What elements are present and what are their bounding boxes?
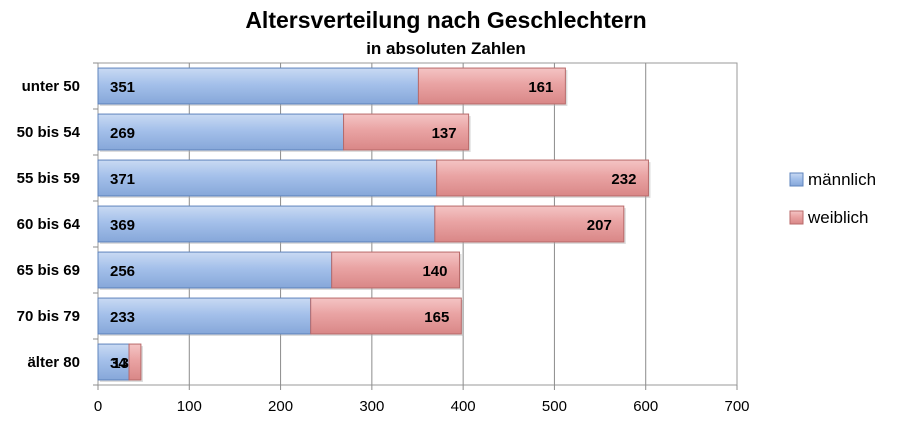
data-label: 34	[110, 355, 127, 372]
category-label: unter 50	[22, 78, 80, 95]
bar-weiblich	[343, 113, 470, 151]
data-label: 165	[424, 309, 449, 326]
bar-maennlich	[97, 159, 438, 197]
x-tick-label: 300	[359, 398, 384, 415]
bar-weiblich	[331, 251, 460, 289]
data-label: 207	[587, 217, 612, 234]
bar-weiblich	[436, 159, 649, 197]
data-label: 371	[110, 171, 135, 188]
category-label: älter 80	[27, 354, 80, 371]
data-label: 256	[110, 263, 135, 280]
bar-maennlich	[97, 251, 333, 289]
x-tick-label: 100	[177, 398, 202, 415]
data-label: 233	[110, 309, 135, 326]
bar-weiblich	[128, 343, 142, 381]
bar-maennlich	[97, 343, 130, 381]
bar-maennlich	[97, 297, 312, 335]
category-label: 70 bis 79	[17, 308, 80, 325]
chart-title: Altersverteilung nach Geschlechtern	[245, 7, 646, 33]
chart-subtitle: in absoluten Zahlen	[366, 39, 526, 58]
data-label: 161	[528, 79, 553, 96]
bar-maennlich	[97, 205, 436, 243]
x-tick-label: 500	[542, 398, 567, 415]
data-label: 140	[422, 263, 447, 280]
bar-maennlich	[97, 113, 345, 151]
category-label: 50 bis 54	[17, 124, 81, 141]
legend-label: weiblich	[807, 208, 868, 227]
x-tick-label: 600	[633, 398, 658, 415]
bar-weiblich	[417, 67, 566, 105]
x-tick-label: 400	[451, 398, 476, 415]
category-label: 65 bis 69	[17, 262, 80, 279]
data-label: 13	[112, 355, 129, 372]
labels: 0 100 200 300 400 500 600 700 unter 50 351 161 50 b…	[17, 78, 750, 415]
data-label: 137	[432, 125, 457, 142]
data-label: 269	[110, 125, 135, 142]
category-label: 60 bis 64	[17, 216, 81, 233]
data-label: 369	[110, 217, 135, 234]
x-tick-label: 700	[724, 398, 749, 415]
legend: männlich weiblich	[789, 170, 876, 227]
bar-weiblich	[310, 297, 462, 335]
bar-maennlich	[97, 67, 419, 105]
x-tick-label: 0	[94, 398, 102, 415]
legend-swatch	[789, 210, 804, 225]
legend-swatch	[789, 172, 804, 187]
data-label: 232	[611, 171, 636, 188]
legend-label: männlich	[808, 170, 876, 189]
data-label: 351	[110, 79, 135, 96]
category-label: 55 bis 59	[17, 170, 80, 187]
bars	[97, 67, 651, 382]
bar-weiblich	[434, 205, 625, 243]
x-tick-label: 200	[268, 398, 293, 415]
